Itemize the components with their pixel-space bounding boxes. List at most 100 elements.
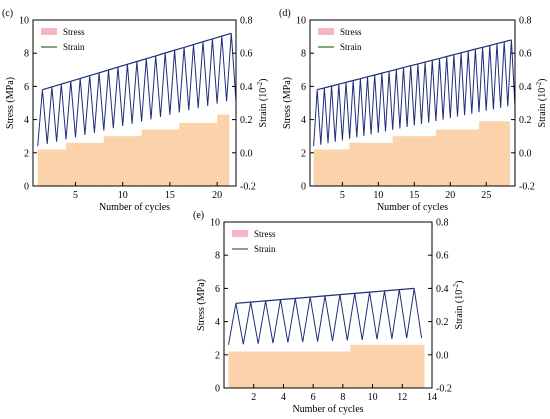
y2-tick-label: -0.2 (240, 182, 256, 193)
x-tick-label: 25 (481, 190, 491, 201)
x-tick-label: 20 (212, 190, 222, 201)
y2-axis-label: Strain (10-2) (256, 79, 269, 128)
legend-strain-label: Strain (254, 244, 276, 254)
strain-envelope (42, 32, 232, 91)
x-axis-label: Number of cycles (377, 202, 448, 213)
y2-tick-label: 0.0 (436, 350, 449, 361)
x-axis-label: Number of cycles (99, 202, 170, 213)
y-axis-label: Stress (MPa) (282, 77, 293, 129)
stress-bar (435, 129, 480, 186)
y-tick-label: 8 (215, 251, 220, 262)
strain-line (228, 288, 423, 345)
legend-stress-swatch (41, 28, 57, 35)
legend-stress-swatch (318, 28, 334, 35)
stress-bar (141, 129, 180, 186)
y-tick-label: 4 (301, 115, 306, 126)
panel-label: (d) (279, 8, 291, 19)
y2-tick-label: 0.4 (240, 82, 253, 93)
legend-stress-label: Stress (254, 229, 276, 239)
y-tick-label: 4 (215, 317, 220, 328)
x-tick-label: 4 (281, 392, 286, 403)
y2-axis-label-main: Strain (10 (454, 290, 465, 330)
y2-tick-label: 0.6 (240, 49, 253, 60)
stress-bar (350, 344, 425, 388)
x-tick-label: 10 (373, 190, 383, 201)
y2-tick-label: 0.0 (519, 148, 532, 159)
y-tick-label: 0 (215, 384, 220, 395)
y2-tick-label: 0.2 (519, 115, 532, 126)
y-tick-label: 6 (215, 284, 220, 295)
y2-axis-label-main: Strain (10 (537, 88, 548, 128)
x-tick-label: 10 (368, 392, 378, 403)
x-tick-label: 15 (165, 190, 175, 201)
panel-d: 0 2 4 6 8 10 -0.2 0.0 0.2 0.4 0.6 0.8 5 10 15 20 25 Numbe… (279, 8, 548, 213)
strain-envelope (235, 287, 415, 304)
y-tick-label: 4 (24, 115, 29, 126)
y-axis-label: Stress (MPa) (5, 77, 16, 129)
x-axis-label: Number of cycles (292, 404, 363, 415)
panel-c: 0 2 4 6 8 10 -0.2 0.0 0.2 0.4 0.6 0.8 5 10 15 20 Number … (2, 8, 269, 213)
y2-tick-label: 0.6 (436, 251, 449, 262)
plot-frame (223, 221, 433, 389)
legend-strain-label: Strain (340, 42, 362, 52)
y2-tick-label: 0.4 (519, 82, 532, 93)
stress-bar (313, 149, 350, 186)
y-tick-label: 6 (301, 82, 306, 93)
y-tick-label: 0 (24, 182, 29, 193)
y2-tick-label: 0.2 (240, 115, 253, 126)
y-tick-label: 10 (19, 16, 29, 27)
x-tick-label: 14 (427, 392, 437, 403)
panel-label: (c) (2, 8, 13, 19)
y-tick-label: 2 (215, 350, 220, 361)
x-tick-label: 20 (445, 190, 455, 201)
y-axis-label: Stress (MPa) (196, 279, 207, 331)
stress-bar (479, 121, 510, 186)
x-tick-label: 12 (397, 392, 407, 403)
y2-tick-label: 0.0 (240, 148, 253, 159)
y-tick-label: 6 (24, 82, 29, 93)
y2-tick-label: 0.6 (519, 49, 532, 60)
legend-stress-label: Stress (63, 27, 85, 37)
y2-axis-label-close: ) (258, 79, 269, 82)
y2-tick-label: 0.8 (436, 218, 449, 229)
stress-bar (392, 136, 436, 186)
y2-tick-label: 0.4 (436, 284, 449, 295)
y2-axis-label-exponent: -2 (535, 81, 543, 87)
x-tick-label: 5 (73, 190, 78, 201)
stress-bar (66, 142, 104, 186)
y-tick-label: 10 (210, 218, 220, 229)
stress-bar (349, 142, 393, 186)
y-tick-label: 2 (24, 148, 29, 159)
legend-stress-swatch (232, 230, 248, 237)
y2-tick-label: -0.2 (436, 384, 452, 395)
y-tick-label: 0 (301, 182, 306, 193)
stress-bar (228, 351, 351, 388)
x-tick-label: 5 (340, 190, 345, 201)
panel-e: 0 2 4 6 8 10 -0.2 0.0 0.2 0.4 0.6 0.8 2 4 6 8 10 12 14 Numb… (193, 210, 465, 415)
y2-tick-label: -0.2 (519, 182, 535, 193)
y2-axis-label-main: Strain (10 (258, 88, 269, 128)
panel-label: (e) (193, 210, 204, 221)
strain-envelope (317, 39, 512, 91)
strain-line (313, 39, 516, 147)
plot-frame (32, 19, 237, 187)
stress-bar (179, 122, 218, 186)
x-tick-label: 8 (340, 392, 345, 403)
x-tick-label: 2 (251, 392, 256, 403)
y2-axis-label: Strain (10-2) (535, 79, 548, 128)
x-tick-label: 6 (311, 392, 316, 403)
legend-strain-label: Strain (63, 42, 85, 52)
y-tick-label: 2 (301, 148, 306, 159)
y-tick-label: 8 (24, 49, 29, 60)
y2-axis-label-close: ) (537, 79, 548, 82)
x-tick-label: 15 (409, 190, 419, 201)
y2-axis-label-exponent: -2 (256, 81, 264, 87)
y-tick-label: 8 (301, 49, 306, 60)
stress-bar (217, 114, 230, 186)
plot-frame (309, 19, 516, 187)
y2-axis-label: Strain (10-2) (452, 281, 465, 330)
y2-tick-label: 0.8 (240, 16, 253, 27)
stress-bar (103, 136, 142, 186)
y2-axis-label-exponent: -2 (452, 283, 460, 289)
